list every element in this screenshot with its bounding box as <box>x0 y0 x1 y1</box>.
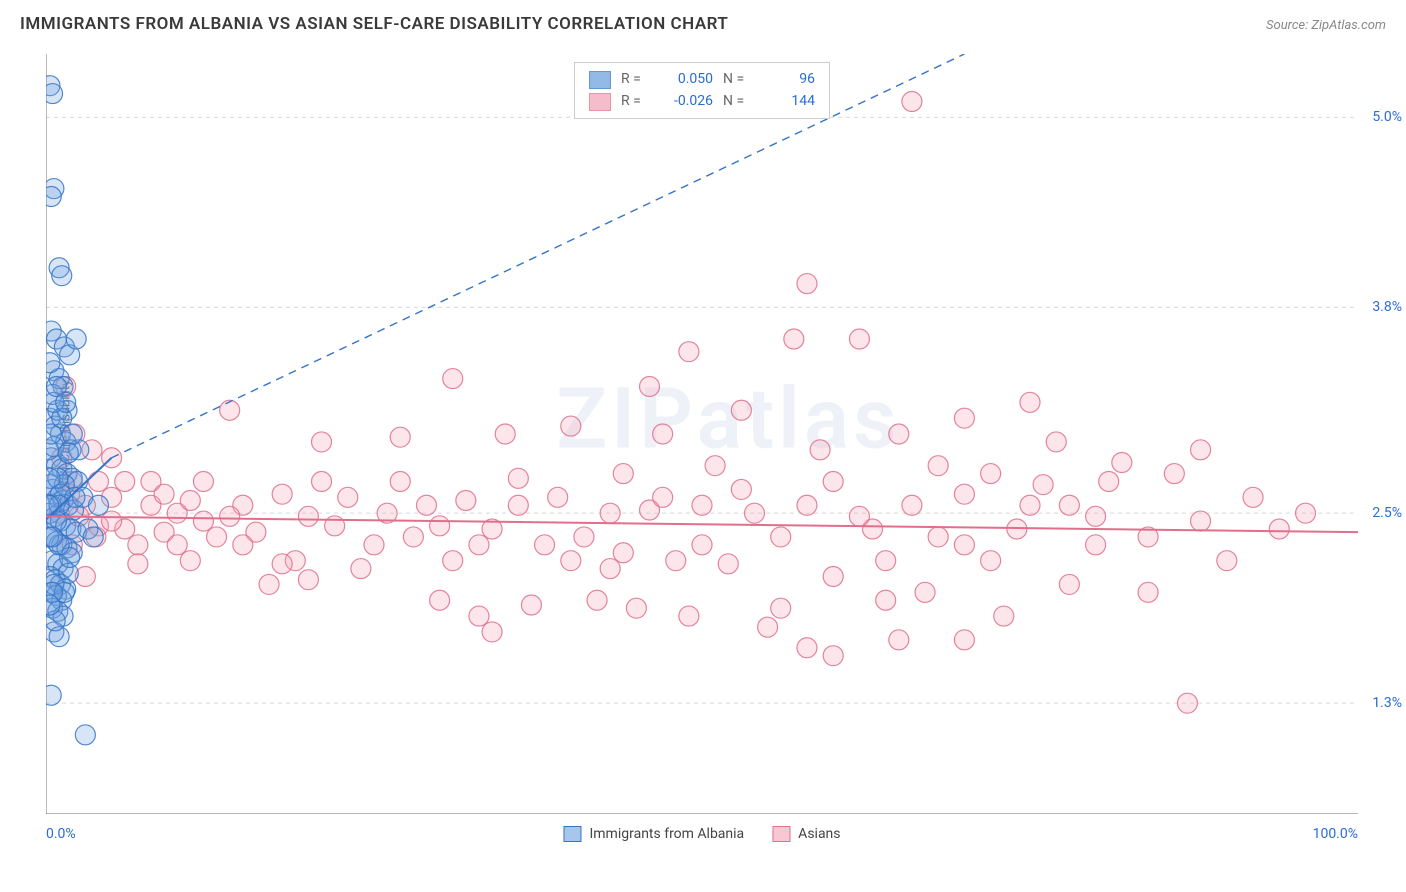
r-value-asians: -0.026 <box>659 91 713 113</box>
y-tick-label: 5.0% <box>1372 109 1402 125</box>
legend-label: Immigrants from Albania <box>589 826 744 842</box>
x-tick-min: 0.0% <box>46 826 76 842</box>
stats-row-albania: R = 0.050 N = 96 <box>589 69 815 91</box>
stats-row-asians: R = -0.026 N = 144 <box>589 91 815 113</box>
x-tick-max: 100.0% <box>1313 826 1358 842</box>
n-value-albania: 96 <box>761 69 815 91</box>
swatch-albania <box>589 71 611 89</box>
y-tick-label: 2.5% <box>1372 505 1402 521</box>
chart-container: Self-Care Disability ZIPatlas R = 0.050 … <box>46 54 1358 814</box>
y-tick-label: 3.8% <box>1372 299 1402 315</box>
legend-label: Asians <box>798 826 840 842</box>
legend-item-albania: Immigrants from Albania <box>563 826 744 842</box>
swatch-icon <box>772 826 790 842</box>
stats-legend: R = 0.050 N = 96 R = -0.026 N = 144 <box>574 62 830 119</box>
chart-title: IMMIGRANTS FROM ALBANIA VS ASIAN SELF-CA… <box>20 14 728 34</box>
r-label: R = <box>621 69 649 91</box>
series-legend: Immigrants from Albania Asians <box>563 826 840 842</box>
source-attribution: Source: ZipAtlas.com <box>1266 18 1386 33</box>
n-label: N = <box>723 91 751 113</box>
scatter-plot <box>46 54 1358 814</box>
legend-item-asians: Asians <box>772 826 840 842</box>
r-label: R = <box>621 91 649 113</box>
r-value-albania: 0.050 <box>659 69 713 91</box>
n-label: N = <box>723 69 751 91</box>
y-tick-label: 1.3% <box>1372 695 1402 711</box>
swatch-asians <box>589 93 611 111</box>
n-value-asians: 144 <box>761 91 815 113</box>
swatch-icon <box>563 826 581 842</box>
